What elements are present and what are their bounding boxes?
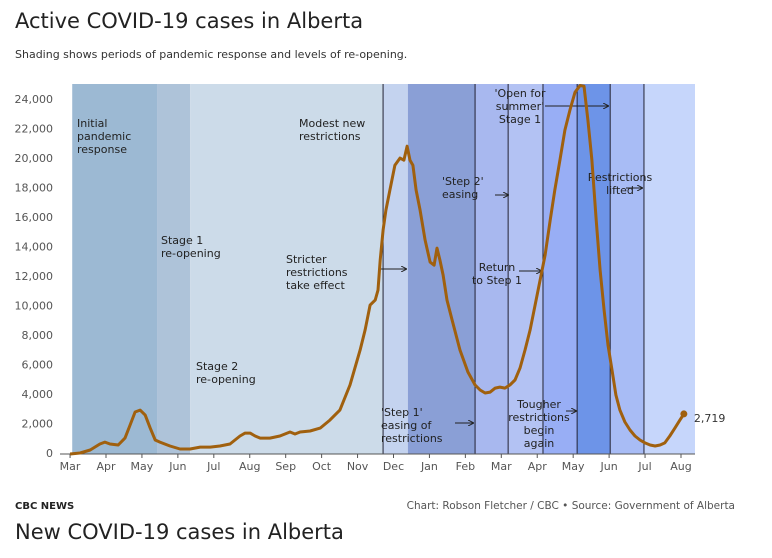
annotation: Initial: [77, 117, 107, 130]
annotation: pandemic: [77, 130, 131, 143]
next-title: New COVID-19 cases in Alberta: [15, 520, 344, 544]
annotation: restrictions: [381, 432, 443, 445]
data-line: [69, 84, 686, 456]
annotation: to Step 1: [472, 274, 522, 287]
value-label: 2,719: [694, 412, 726, 425]
x-tick-label: Jul: [206, 460, 220, 473]
x-tick-label: May: [131, 460, 154, 473]
region: [643, 84, 695, 454]
x-tick-label: Sep: [275, 460, 296, 473]
x-tick-label: Jun: [600, 460, 618, 473]
annotation: Stage 2: [196, 360, 238, 373]
annotation: 'Step 2': [442, 175, 484, 188]
x-tick-label: Mar: [491, 460, 512, 473]
annotation: take effect: [286, 279, 345, 292]
annotation: restrictions: [299, 130, 361, 143]
annotation: Modest new: [299, 117, 365, 130]
annotation: begin: [524, 424, 555, 437]
x-tick-label: Jan: [420, 460, 438, 473]
end-point: [680, 410, 688, 418]
x-tick-label: Mar: [60, 460, 81, 473]
annotation: Restrictions: [588, 171, 653, 184]
chart-title: Active COVID-19 cases in Alberta: [15, 9, 363, 33]
y-tick-label: 24,000: [15, 93, 54, 106]
y-tick-label: 16,000: [15, 211, 54, 224]
annotation: again: [524, 437, 555, 450]
x-tick-label: Oct: [312, 460, 332, 473]
y-tick-label: 2,000: [22, 418, 54, 431]
region: [72, 84, 158, 454]
annotation: summer': [496, 100, 544, 113]
x-tick-label: Jun: [168, 460, 186, 473]
x-tick-label: Aug: [239, 460, 260, 473]
chart-subtitle: Shading shows periods of pandemic respon…: [15, 48, 407, 61]
brand: CBC NEWS: [15, 501, 74, 512]
y-tick-label: 12,000: [15, 270, 54, 283]
annotation: Tougher: [516, 398, 561, 411]
y-tick-label: 8,000: [22, 329, 54, 342]
annotation: Stage 1: [161, 234, 203, 247]
annotation: Stage 1: [499, 113, 541, 126]
y-tick-label: 4,000: [22, 388, 54, 401]
y-tick-label: 6,000: [22, 359, 54, 372]
annotation: re-opening: [161, 247, 221, 260]
annotation: Return: [479, 261, 516, 274]
region: [542, 84, 578, 454]
annotation: 'Open for: [494, 87, 546, 100]
y-tick-label: 10,000: [15, 300, 54, 313]
x-tick-label: Dec: [383, 460, 404, 473]
x-tick-label: May: [562, 460, 585, 473]
plot-area: 0 2,000 4,000 6,000 8,000 10,000 12,000 14,000 1…: [15, 84, 726, 473]
annotation: easing of: [381, 419, 432, 432]
annotation: re-opening: [196, 373, 256, 386]
x-tick-label: Apr: [96, 460, 116, 473]
x-tick-label: Nov: [347, 460, 369, 473]
annotation: restrictions: [508, 411, 570, 424]
annotation: Stricter: [286, 253, 327, 266]
region: [577, 84, 611, 454]
y-tick-label: 18,000: [15, 182, 54, 195]
region: [157, 84, 191, 454]
region: [610, 84, 644, 454]
y-tick-label: 22,000: [15, 123, 54, 136]
y-tick-label: 20,000: [15, 152, 54, 165]
annotation: easing: [442, 188, 478, 201]
annotation: lifted: [606, 184, 634, 197]
y-tick-label: 14,000: [15, 241, 54, 254]
annotation: response: [77, 143, 127, 156]
y-tick-label: 0: [46, 447, 53, 460]
x-tick-label: Jul: [637, 460, 651, 473]
x-tick-label: Aug: [670, 460, 691, 473]
annotation: 'Step 1': [381, 406, 423, 419]
x-tick-label: Feb: [456, 460, 475, 473]
x-tick-label: Apr: [528, 460, 548, 473]
annotation: restrictions: [286, 266, 348, 279]
region: [190, 84, 384, 454]
source: Chart: Robson Fletcher / CBC • Source: G…: [407, 500, 735, 512]
